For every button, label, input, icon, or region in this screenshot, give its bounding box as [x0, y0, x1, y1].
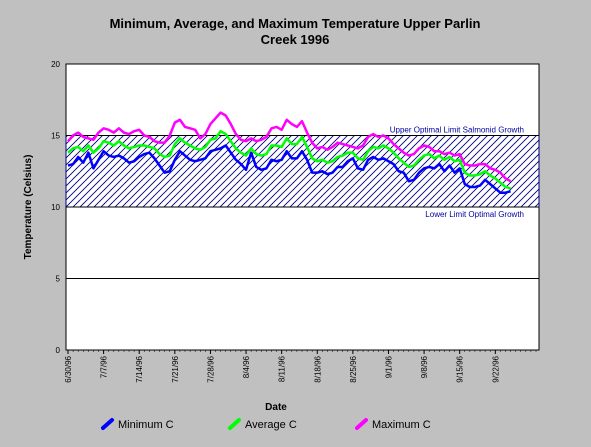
y-axis-label: Temperature (Celsius) — [23, 155, 34, 260]
x-axis-ticks: 6/30/96 7/7/96 7/14/96 7/21/96 7/28/96 8/4/96… — [64, 350, 537, 383]
gridlines — [66, 63, 539, 279]
legend-entry-label: Maximum C — [372, 419, 431, 431]
x-tick-label: 9/15/96 — [456, 355, 465, 382]
series-line-minimum-c — [67, 144, 511, 194]
x-tick-label: 9/22/96 — [491, 355, 500, 382]
legend-entry-label: Minimum C — [118, 419, 174, 431]
legend-entry-label: Average C — [245, 419, 297, 431]
chart-title-line2: Creek 1996 — [261, 32, 330, 47]
series-line-maximum-c — [67, 111, 512, 183]
legend: Minimum C Average C Maximum C — [101, 418, 431, 431]
x-tick-label: 7/14/96 — [135, 355, 144, 382]
x-tick-label: 8/11/96 — [278, 355, 287, 382]
legend-swatch — [228, 418, 241, 430]
y-tick-label: 10 — [51, 203, 60, 212]
y-axis-ticks: 0 5 10 15 20 — [51, 60, 60, 355]
chart-title-line1: Minimum, Average, and Maximum Temperatur… — [110, 16, 481, 31]
y-tick-label: 5 — [56, 275, 61, 284]
legend-swatch — [355, 418, 368, 430]
series-lines — [67, 111, 512, 194]
x-tick-label: 7/28/96 — [206, 355, 215, 382]
legend-swatch — [101, 418, 114, 430]
y-tick-label: 20 — [51, 60, 60, 69]
x-tick-label: 7/21/96 — [171, 355, 180, 382]
x-tick-label: 8/4/96 — [242, 355, 251, 378]
x-tick-label: 6/30/96 — [64, 355, 73, 382]
x-tick-label: 8/18/96 — [313, 355, 322, 382]
x-tick-label: 9/8/96 — [420, 355, 429, 378]
y-tick-label: 0 — [56, 346, 61, 355]
x-axis-label: Date — [265, 402, 287, 413]
series-line-average-c — [67, 129, 511, 190]
upper-limit-label: Upper Optimal Limit Salmonid Growth — [390, 126, 524, 135]
lower-limit-label: Lower Limit Optimal Growth — [425, 210, 524, 219]
x-tick-label: 8/25/96 — [349, 355, 358, 382]
x-tick-label: 7/7/96 — [100, 355, 109, 378]
y-tick-label: 15 — [51, 132, 60, 141]
x-tick-label: 9/1/96 — [384, 355, 393, 378]
